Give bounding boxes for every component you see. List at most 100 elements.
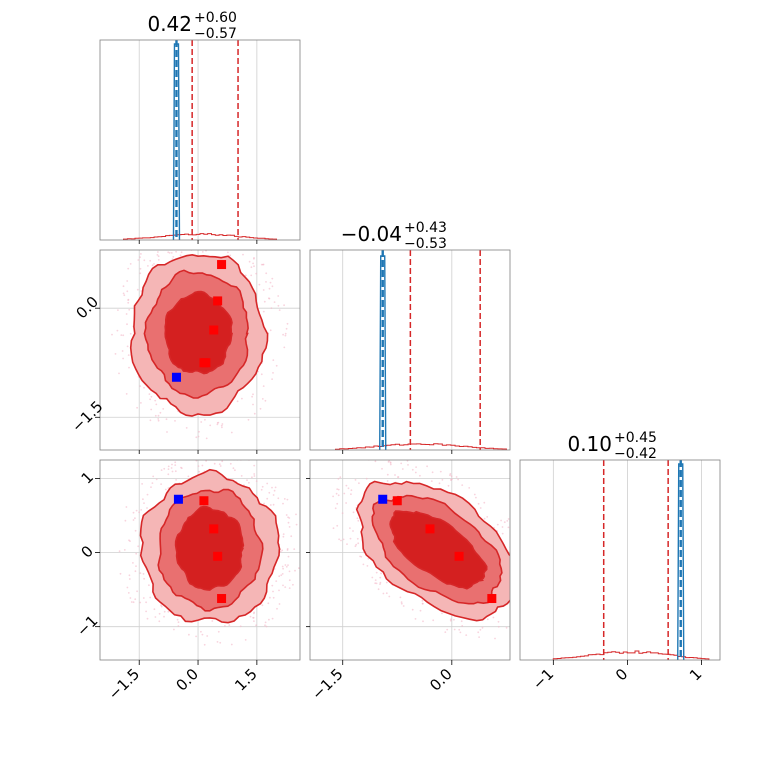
sample-point <box>375 571 378 574</box>
x-tick-label: −1 <box>529 665 557 693</box>
sample-point <box>155 478 158 481</box>
sample-point <box>277 304 280 307</box>
sample-point <box>252 262 255 265</box>
sample-point <box>136 590 139 593</box>
sample-point <box>122 285 125 288</box>
sample-point <box>332 527 335 530</box>
sample-point <box>513 543 515 545</box>
sample-point <box>514 552 516 554</box>
sample-point <box>401 468 404 470</box>
sample-point <box>458 628 461 631</box>
sample-point <box>455 476 458 478</box>
sample-point <box>530 548 532 550</box>
sample-point <box>477 502 480 505</box>
sample-point <box>450 475 453 478</box>
sample-point <box>282 535 285 538</box>
sample-point <box>341 512 344 514</box>
sample-point <box>218 240 220 242</box>
sample-point <box>154 414 157 417</box>
sample-point <box>180 251 183 254</box>
sample-point <box>251 476 253 479</box>
sample-point <box>263 502 265 505</box>
panel-frame <box>309 459 511 661</box>
sample-point <box>147 265 149 267</box>
sample-point <box>528 586 530 588</box>
sample-point <box>157 418 160 420</box>
sample-point <box>132 519 135 521</box>
sample-point <box>524 540 526 542</box>
sample-point <box>253 464 256 467</box>
sample-point <box>175 250 178 253</box>
sample-point <box>167 465 170 468</box>
sample-point <box>200 248 202 250</box>
sample-point <box>292 583 294 586</box>
sample-point <box>262 310 265 313</box>
sample-point <box>345 502 347 504</box>
sample-point <box>287 555 290 558</box>
sample-point <box>255 624 257 627</box>
sample-point <box>444 631 447 633</box>
red-marker <box>213 551 223 561</box>
sample-point <box>441 479 444 481</box>
sample-point <box>459 631 462 634</box>
y-tick-label: 0.0 <box>72 293 102 323</box>
sample-point <box>264 624 266 627</box>
sample-point <box>174 461 177 464</box>
sample-point <box>134 517 136 520</box>
sample-point <box>295 513 297 516</box>
sample-point <box>349 537 352 540</box>
sample-point <box>411 608 414 611</box>
sample-point <box>402 605 405 607</box>
sample-point <box>140 402 142 404</box>
sample-point <box>507 526 510 529</box>
red-marker <box>217 260 227 270</box>
sample-point <box>494 637 496 640</box>
sample-point <box>439 470 442 473</box>
title-plus-error: +0.45 <box>614 430 657 446</box>
sample-point <box>340 539 342 542</box>
sample-point <box>247 418 250 421</box>
red-marker <box>199 496 209 506</box>
red-marker <box>392 496 402 506</box>
sample-point <box>284 586 287 588</box>
sample-point <box>142 498 144 501</box>
sample-point <box>521 593 523 595</box>
sample-point <box>275 364 278 367</box>
sample-point <box>379 583 381 585</box>
sample-point <box>129 540 131 542</box>
sample-point <box>165 418 168 421</box>
sample-point <box>167 251 170 254</box>
sample-point <box>496 523 499 526</box>
panel-frame <box>99 459 301 661</box>
sample-point <box>529 606 531 608</box>
sample-point <box>168 252 171 254</box>
sample-point <box>295 523 298 526</box>
sample-point <box>380 572 382 575</box>
sample-point <box>127 354 130 356</box>
sample-point <box>149 419 152 422</box>
sample-point <box>267 602 270 605</box>
sample-point <box>174 464 177 466</box>
sample-point <box>527 580 529 582</box>
sample-point <box>272 590 274 593</box>
joint-panel-p2-p3 <box>310 460 532 660</box>
sample-point <box>432 619 435 622</box>
sample-point <box>116 329 119 332</box>
sample-point <box>336 488 339 490</box>
sample-point <box>419 609 422 612</box>
sample-point <box>126 280 129 282</box>
sample-point <box>180 467 183 470</box>
sample-point <box>282 502 284 505</box>
sample-point <box>449 619 452 622</box>
sample-point <box>356 517 359 520</box>
marginal-title-p1: 0.42 +0.60−0.57 <box>147 10 236 42</box>
sample-point <box>473 493 476 496</box>
sample-point <box>204 454 206 456</box>
sample-point <box>171 258 174 261</box>
sample-point <box>479 507 482 509</box>
sample-point <box>160 605 163 608</box>
sample-point <box>128 366 130 369</box>
sample-point <box>478 636 480 638</box>
sample-point <box>281 565 284 568</box>
